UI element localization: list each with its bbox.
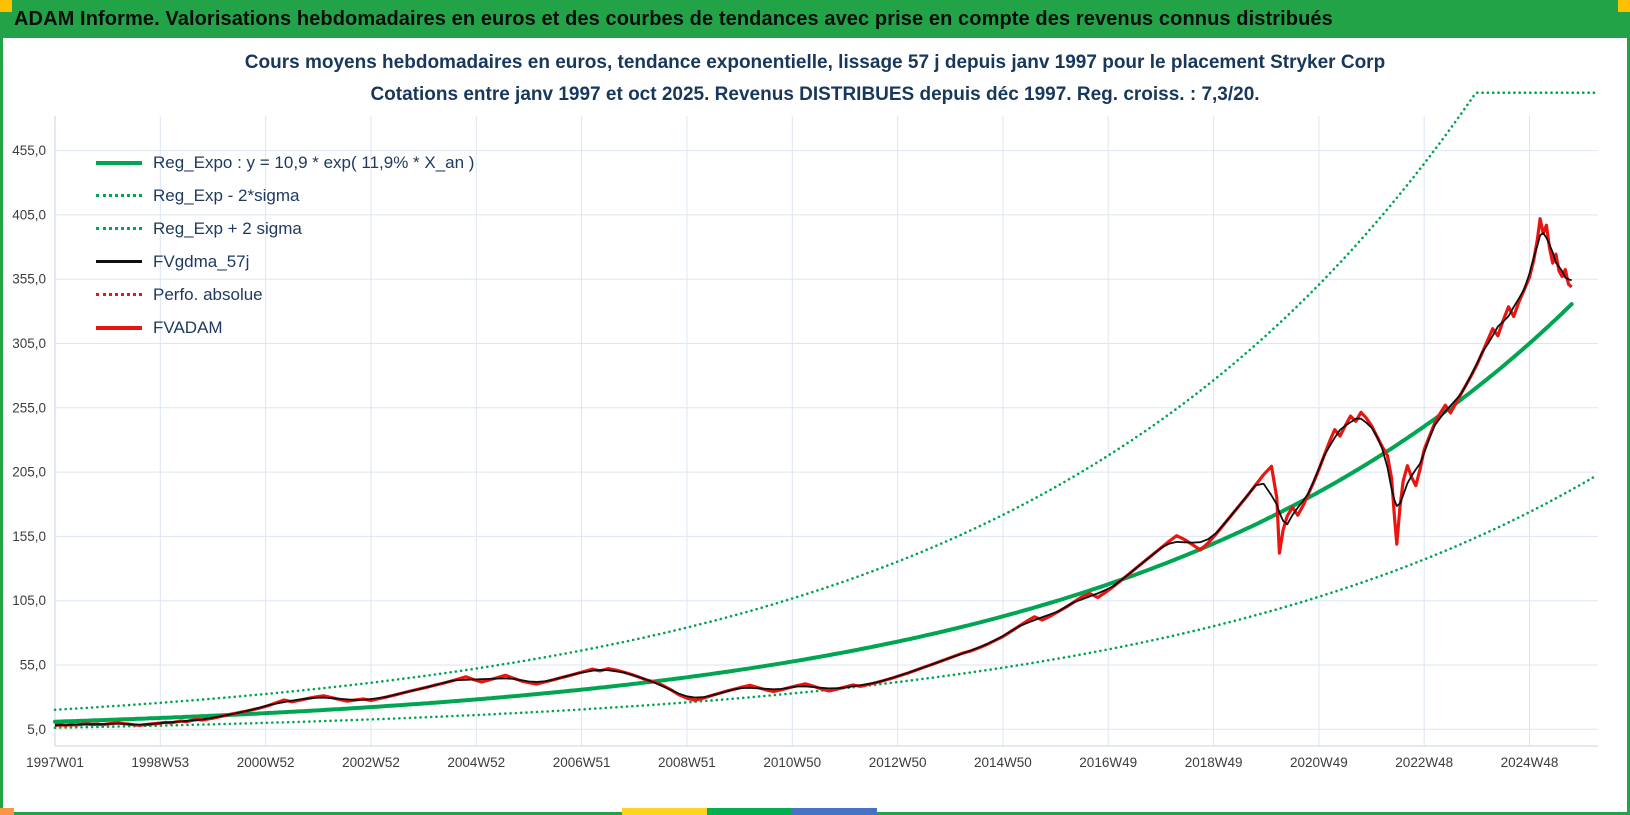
legend-line-sample [96,293,142,296]
x-axis-tick-label: 2014W50 [974,755,1032,770]
chart-legend: Reg_Expo : y = 10,9 * exp( 11,9% * X_an … [96,146,474,344]
corner-accent-top-left [0,0,12,12]
y-axis-tick-label: 55,0 [20,658,46,673]
fvgdma-line [54,232,1572,727]
x-axis-tick-label: 2016W49 [1079,755,1137,770]
price-chart-svg: 455,0 405,0 355,0 305,0 255,0 205,0 155,0 105,0… [12,91,1599,770]
x-axis-tick-label: 2024W48 [1501,755,1559,770]
legend-label: Reg_Exp - 2*sigma [153,185,300,205]
x-axis-tick-label: 2002W52 [342,755,400,770]
x-axis-tick-label: 2008W51 [658,755,716,770]
legend-line-sample [96,194,142,197]
legend-label: FVADAM [153,317,223,337]
x-axis-tick-label: 1998W53 [131,755,189,770]
bottom-accent-blue [792,808,877,815]
x-axis-tick-label: 2006W51 [553,755,611,770]
bottom-accent-orange [0,808,14,815]
bottom-accent-green [707,808,792,815]
regression-line [53,302,1574,724]
app-header: ADAM Informe. Valorisations hebdomadaire… [0,0,1630,38]
legend-item: FVgdma_57j [96,245,474,278]
x-axis-tick-label: 2022W48 [1395,755,1453,770]
x-axis-tick-label: 2000W52 [237,755,295,770]
legend-line-sample [96,227,142,230]
y-axis-tick-label: 305,0 [12,336,46,351]
legend-label: Reg_Expo : y = 10,9 * exp( 11,9% * X_an … [153,152,475,172]
legend-item: Reg_Expo : y = 10,9 * exp( 11,9% * X_an … [96,146,474,179]
y-axis-tick-label: 455,0 [12,143,46,158]
y-axis-tick-label: 155,0 [12,529,46,544]
y-axis-tick-label: 205,0 [12,465,46,480]
x-axis-tick-label: 2012W50 [869,755,927,770]
y-axis-tick-label: 105,0 [12,593,46,608]
legend-line-sample [96,325,142,330]
legend-line-sample [96,260,142,263]
legend-item: FVADAM [96,311,474,344]
legend-item: Perfo. absolue [96,278,474,311]
y-axis-tick-label: 5,0 [27,722,46,737]
app-header-title: ADAM Informe. Valorisations hebdomadaire… [14,7,1333,30]
x-axis-tick-label: 2004W52 [447,755,505,770]
corner-accent-top-right [1618,0,1630,12]
legend-label: Reg_Exp + 2 sigma [153,218,302,238]
legend-item: Reg_Exp + 2 sigma [96,212,474,245]
x-axis-tick-label: 2010W50 [763,755,821,770]
y-axis-tick-label: 405,0 [12,207,46,222]
x-axis-tick-label: 1997W01 [26,755,84,770]
legend-label: Perfo. absolue [153,284,263,304]
y-axis-tick-label: 255,0 [12,400,46,415]
x-axis-tick-label: 2018W49 [1185,755,1243,770]
x-axis-tick-label: 2020W49 [1290,755,1348,770]
legend-item: Reg_Exp - 2*sigma [96,179,474,212]
chart-title-line2: Cotations entre janv 1997 et oct 2025. R… [370,84,1260,105]
y-axis-tick-label: 355,0 [12,272,46,287]
chart-title-line1: Cours moyens hebdomadaires en euros, ten… [244,52,1386,73]
legend-label: FVgdma_57j [153,251,250,271]
bottom-accent-yellow [622,808,707,815]
legend-line-sample [96,160,142,165]
